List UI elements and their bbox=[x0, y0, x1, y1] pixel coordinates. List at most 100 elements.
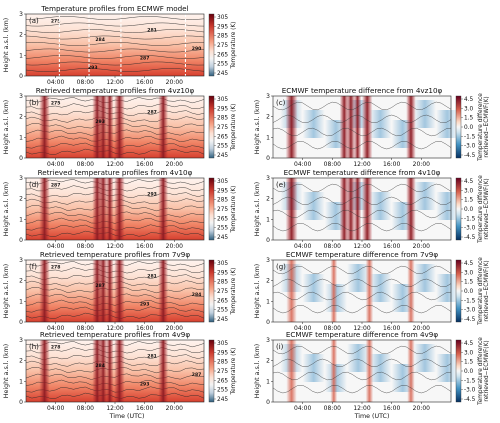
colorbar-tick-label: 0.0 bbox=[464, 289, 474, 295]
y-axis-label: Height a.s.l. (km) bbox=[254, 264, 261, 318]
panel-label: (e) bbox=[276, 181, 286, 189]
y-tick-label: 2 bbox=[266, 278, 270, 285]
contour-label: 278 bbox=[51, 344, 61, 350]
positive-difference-band bbox=[406, 96, 416, 158]
y-axis-label: Height a.s.l. (km) bbox=[3, 264, 10, 318]
colorbar-tick-label: -1.5 bbox=[464, 134, 476, 140]
contour-line bbox=[25, 22, 205, 27]
y-tick-label: 0 bbox=[19, 73, 23, 80]
panel-f: 278 281 287 284 293 0 1 2 3 04:00 08:00 12:00 16:00 2… bbox=[3, 250, 205, 332]
panel-label: (i) bbox=[276, 343, 284, 351]
colorbar-label: retrieved−ECMWF(K) bbox=[484, 96, 490, 157]
panel-title: ECMWF temperature difference from 4vz10φ bbox=[282, 86, 443, 95]
y-tick-label: 2 bbox=[19, 114, 23, 121]
colorbar-gradient bbox=[455, 339, 462, 403]
x-tick-label: 16:00 bbox=[383, 325, 400, 332]
colorbar-tick-label: 275 bbox=[217, 125, 228, 131]
colorbar-tick-label: 4.5 bbox=[464, 97, 474, 103]
negative-difference-patch bbox=[302, 354, 325, 382]
contour-label: 281 bbox=[147, 354, 157, 360]
colorbar-tick-label: 255 bbox=[217, 62, 228, 68]
contour-label: 275 bbox=[51, 100, 61, 106]
warm-plume bbox=[114, 96, 125, 158]
colorbar-tick-label: 285 bbox=[217, 280, 228, 286]
negative-difference-patch bbox=[302, 192, 325, 220]
colorbar-label: Temperature difference bbox=[478, 257, 484, 326]
colorbar-tick-label: 265 bbox=[217, 378, 228, 384]
x-tick-label: 04:00 bbox=[47, 161, 64, 168]
negative-difference-patch bbox=[369, 110, 392, 138]
warm-plume bbox=[114, 340, 125, 402]
x-tick-label: 12:00 bbox=[106, 325, 123, 332]
colorbar-tick-label: 275 bbox=[217, 43, 228, 49]
positive-difference-band bbox=[353, 96, 362, 158]
colorbar-tick-label: 265 bbox=[217, 52, 228, 58]
colorbar-label: Temperature (K) bbox=[231, 348, 237, 396]
y-tick-label: 0 bbox=[19, 155, 23, 162]
contour-label: 287 bbox=[51, 182, 61, 188]
contour-label: 287 bbox=[147, 110, 157, 116]
y-tick-label: 1 bbox=[19, 378, 23, 385]
warm-plume bbox=[92, 96, 103, 158]
negative-difference-patch bbox=[413, 100, 436, 128]
colorbar-tick-label: -1.5 bbox=[464, 378, 476, 384]
colorbar-tick-label: 245 bbox=[217, 235, 228, 241]
contour-label: 287 bbox=[140, 55, 150, 61]
y-tick-label: 1 bbox=[19, 216, 23, 223]
warm-plume bbox=[158, 96, 169, 158]
colorbar-tick-label: 3.0 bbox=[464, 270, 474, 276]
x-tick-label: 20:00 bbox=[413, 243, 430, 250]
x-tick-label: 20:00 bbox=[166, 325, 183, 332]
contour-label: 278 bbox=[51, 264, 61, 270]
colorbar-label: Temperature (K) bbox=[231, 268, 237, 316]
colorbar-tick-label: 285 bbox=[217, 34, 228, 40]
difference-contour bbox=[272, 209, 452, 219]
warm-plume bbox=[158, 340, 169, 402]
y-axis-label: Height a.s.l. (km) bbox=[3, 18, 10, 72]
x-tick-label: 16:00 bbox=[136, 405, 153, 412]
panel-title: Retrieved temperature profiles from 7v9φ bbox=[40, 250, 190, 259]
contour-label: 287 bbox=[192, 372, 202, 378]
colorbar-tick-label: 295 bbox=[217, 188, 228, 194]
x-tick-label: 04:00 bbox=[47, 243, 64, 250]
contour-label: 275 bbox=[51, 18, 61, 24]
y-tick-label: 1 bbox=[266, 134, 270, 141]
warm-plume bbox=[98, 260, 108, 322]
positive-difference-band bbox=[407, 260, 415, 322]
colorbar-tick-label: 1.5 bbox=[464, 280, 474, 286]
warm-plume bbox=[114, 260, 125, 322]
y-tick-label: 3 bbox=[19, 257, 23, 264]
colorbar-gradient bbox=[208, 13, 215, 77]
y-tick-label: 0 bbox=[266, 237, 270, 244]
x-tick-label: 20:00 bbox=[166, 161, 183, 168]
x-tick-label: 16:00 bbox=[136, 161, 153, 168]
contour-label: 293 bbox=[95, 119, 105, 125]
x-tick-label: 16:00 bbox=[136, 325, 153, 332]
warm-plume bbox=[114, 178, 125, 240]
x-tick-label: 20:00 bbox=[413, 325, 430, 332]
contour-line bbox=[25, 55, 205, 59]
y-tick-label: 1 bbox=[266, 378, 270, 385]
panel-c: 0 1 2 3 04:00 08:00 12:00 16:00 20:00 ECMWF tempe… bbox=[254, 86, 459, 168]
y-tick-label: 2 bbox=[19, 278, 23, 285]
y-tick-label: 1 bbox=[19, 52, 23, 59]
colorbar-tick-label: -3.0 bbox=[464, 144, 476, 150]
colorbar-tick-label: 255 bbox=[217, 144, 228, 150]
y-tick-label: 3 bbox=[266, 257, 270, 264]
difference-contour bbox=[272, 371, 452, 381]
panel-d: 287 293 0 1 2 3 04:00 08:00 12:00 16:00 20:00 Retri… bbox=[3, 168, 205, 250]
colorbar-tick-label: 275 bbox=[217, 369, 228, 375]
difference-contour bbox=[272, 305, 452, 314]
y-tick-label: 2 bbox=[266, 358, 270, 365]
panel-title: ECMWF temperature difference from 4v10φ bbox=[284, 168, 441, 177]
colorbar-tick-label: -4.5 bbox=[464, 235, 476, 241]
negative-difference-patch bbox=[436, 192, 459, 220]
panel-label: (f) bbox=[29, 263, 37, 271]
contour-label: 284 bbox=[95, 363, 105, 369]
contour-line bbox=[25, 16, 205, 20]
colorbar-tick-label: 245 bbox=[217, 71, 228, 77]
x-tick-label: 08:00 bbox=[77, 79, 94, 86]
y-tick-label: 3 bbox=[19, 337, 23, 344]
